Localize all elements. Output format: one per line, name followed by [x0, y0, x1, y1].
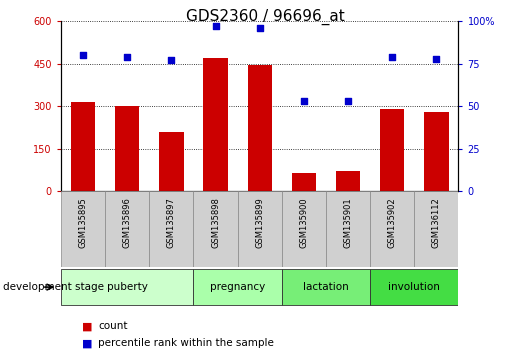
Text: GSM135895: GSM135895: [78, 197, 87, 248]
FancyBboxPatch shape: [282, 191, 326, 267]
Point: [255, 25, 264, 31]
Bar: [380, 109, 404, 191]
Point: [432, 56, 440, 62]
FancyBboxPatch shape: [105, 191, 149, 267]
Point: [167, 57, 175, 63]
Text: puberty: puberty: [107, 282, 148, 292]
Text: GSM135899: GSM135899: [255, 197, 264, 248]
Bar: [248, 65, 272, 191]
Point: [344, 98, 352, 104]
FancyBboxPatch shape: [193, 191, 237, 267]
Text: GSM135898: GSM135898: [211, 197, 220, 248]
Text: development stage: development stage: [3, 282, 104, 292]
Text: count: count: [98, 321, 128, 331]
Point: [388, 54, 396, 60]
Text: ■: ■: [82, 321, 93, 331]
Text: GSM135902: GSM135902: [388, 197, 396, 248]
Bar: [336, 171, 360, 191]
FancyBboxPatch shape: [282, 269, 370, 306]
Text: GSM135900: GSM135900: [299, 197, 308, 248]
Bar: [71, 102, 95, 191]
Bar: [292, 173, 316, 191]
Text: ■: ■: [82, 338, 93, 348]
FancyBboxPatch shape: [370, 269, 458, 306]
Bar: [115, 106, 139, 191]
Point: [299, 98, 308, 104]
Point: [211, 23, 220, 29]
Bar: [204, 58, 228, 191]
Point: [79, 52, 87, 58]
Text: pregnancy: pregnancy: [210, 282, 265, 292]
Bar: [159, 132, 183, 191]
FancyBboxPatch shape: [326, 191, 370, 267]
Bar: [424, 112, 448, 191]
Text: lactation: lactation: [303, 282, 349, 292]
Text: GSM135897: GSM135897: [167, 197, 176, 248]
FancyBboxPatch shape: [414, 191, 458, 267]
Text: GSM135896: GSM135896: [123, 197, 131, 248]
FancyBboxPatch shape: [370, 191, 414, 267]
FancyBboxPatch shape: [193, 269, 282, 306]
Point: [123, 54, 131, 60]
FancyBboxPatch shape: [237, 191, 282, 267]
FancyBboxPatch shape: [61, 191, 105, 267]
FancyBboxPatch shape: [149, 191, 193, 267]
Text: GDS2360 / 96696_at: GDS2360 / 96696_at: [186, 9, 344, 25]
Text: percentile rank within the sample: percentile rank within the sample: [98, 338, 274, 348]
Text: GSM135901: GSM135901: [343, 197, 352, 248]
Text: GSM136112: GSM136112: [432, 197, 441, 248]
FancyBboxPatch shape: [61, 269, 193, 306]
Text: involution: involution: [388, 282, 440, 292]
